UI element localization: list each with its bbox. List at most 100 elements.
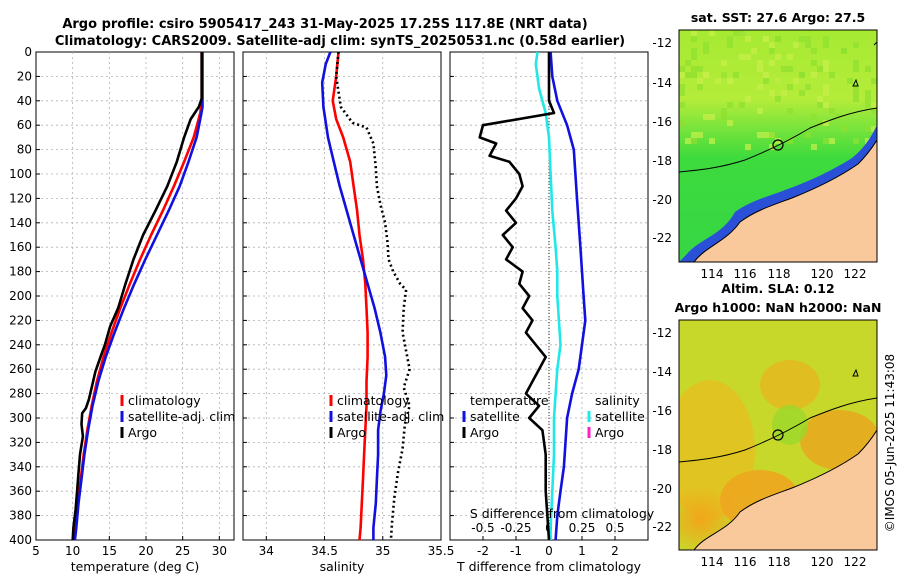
sst-pixel: [853, 96, 859, 102]
sst-pixel: [817, 102, 823, 108]
legend-label-s-argo: Argo: [595, 425, 624, 440]
x-tick-label: 5: [32, 544, 40, 558]
sst-map-title: sat. SST: 27.6 Argo: 27.5: [691, 10, 865, 25]
tick-label: 114: [701, 555, 724, 569]
sst-pixel: [757, 84, 763, 90]
x-tick-label: -1: [510, 544, 522, 558]
sst-pixel: [721, 114, 727, 120]
x-tick-label: -2: [477, 544, 489, 558]
figure-title-line2: Climatology: CARS2009. Satellite-adj cli…: [55, 34, 625, 49]
sst-pixel: [817, 66, 823, 72]
sst-map-yticks: -12 -14 -16 -18 -20 -22: [652, 36, 672, 245]
sst-pixel: [763, 78, 769, 84]
sst-pixel: [775, 96, 781, 102]
tick-label: -20: [652, 193, 672, 207]
sst-pixel: [685, 138, 691, 144]
sst-pixel: [679, 90, 685, 96]
series-line-s-satellite: [534, 51, 562, 540]
sst-pixel: [853, 66, 859, 72]
sst-pixel: [763, 132, 769, 138]
sst-pixel: [769, 132, 775, 138]
temperature-xlabel: temperature (deg C): [71, 559, 200, 574]
sst-pixel: [691, 138, 697, 144]
series-line-argo: [334, 51, 411, 541]
tick-label: -22: [652, 231, 672, 245]
sst-pixel: [769, 144, 775, 150]
series-line-t-satellite: [549, 51, 587, 541]
series-line-satellite-adj-clim: [73, 52, 204, 541]
sst-pixel: [829, 138, 835, 144]
x-tick-label: 15: [102, 544, 117, 558]
sst-pixel: [787, 138, 793, 144]
x-tick-label: 34: [259, 544, 274, 558]
sst-pixel: [703, 72, 709, 78]
sst-pixel: [757, 132, 763, 138]
sst-pixel: [691, 66, 697, 72]
sst-pixel: [805, 132, 811, 138]
y-tick-label: 20: [17, 69, 32, 83]
temperature-plot-frame: [35, 51, 235, 541]
sst-pixel: [721, 60, 727, 66]
sst-pixel: [799, 72, 805, 78]
sst-pixel: [805, 36, 811, 42]
sla-map-title-line2: Argo h1000: NaN h2000: NaN: [675, 300, 882, 315]
sst-pixel: [679, 84, 685, 90]
y-tick-label: 100: [9, 167, 32, 181]
tick-label: 116: [734, 267, 757, 281]
y-tick-label: 300: [9, 411, 32, 425]
sst-pixel: [811, 114, 817, 120]
y-tick-label: 140: [9, 216, 32, 230]
sst-pixel: [847, 78, 853, 84]
sst-pixel: [709, 30, 715, 36]
sst-pixel: [805, 84, 811, 90]
legend-label-climatology: climatology: [128, 393, 201, 408]
tick-label: 122: [844, 555, 867, 569]
imos-credit: ©IMOS 05-Jun-2025 11:43:08: [883, 354, 897, 532]
sst-pixel: [685, 60, 691, 66]
sst-pixel: [793, 42, 799, 48]
tick-label: 118: [768, 267, 791, 281]
tick-label: -20: [652, 482, 672, 496]
legend-label-climatology: climatology: [337, 393, 410, 408]
sst-pixel: [697, 84, 703, 90]
y-tick-label: 160: [9, 240, 32, 254]
sst-pixel: [715, 78, 721, 84]
tick-label: -16: [652, 404, 672, 418]
y-tick-label: 220: [9, 313, 32, 327]
y-tick-label: 380: [9, 509, 32, 523]
sst-pixel: [823, 90, 829, 96]
s-tick-label: -0.5: [471, 521, 494, 535]
sst-pixel: [865, 102, 871, 108]
y-tick-label: 200: [9, 289, 32, 303]
sst-pixel: [811, 72, 817, 78]
sst-pixel: [805, 42, 811, 48]
salinity-plot-frame: [242, 51, 442, 541]
x-tick-label: 2: [611, 544, 619, 558]
sla-islands: [852, 368, 859, 377]
sla-map-yticks: -12 -14 -16 -18 -20 -22: [652, 326, 672, 534]
sst-pixel: [679, 66, 685, 72]
sst-pixel: [787, 84, 793, 90]
sst-pixel: [727, 102, 733, 108]
legend-title-temperature: temperature: [470, 393, 549, 408]
sst-pixel: [697, 132, 703, 138]
sla-map-frame: [678, 319, 878, 551]
sla-land: [694, 430, 877, 550]
s-tick-label: -0.25: [500, 521, 531, 535]
sst-pixel: [745, 36, 751, 42]
sst-pixel: [679, 102, 685, 108]
sla-map-xticks: 114 116 118 120 122: [701, 555, 867, 569]
sst-coastline: [693, 139, 877, 262]
sst-pixel: [799, 36, 805, 42]
sst-pixel: [799, 90, 805, 96]
sst-pixel: [787, 54, 793, 60]
sst-pixel: [823, 60, 829, 66]
sst-pixel: [787, 108, 793, 114]
sst-pixel: [727, 120, 733, 126]
sst-pixel: [691, 48, 697, 54]
sst-pixel: [781, 90, 787, 96]
sst-pixel: [871, 108, 877, 114]
sst-argo-marker: [772, 139, 784, 151]
x-tick-label: 10: [65, 544, 80, 558]
sst-pixel: [769, 48, 775, 54]
